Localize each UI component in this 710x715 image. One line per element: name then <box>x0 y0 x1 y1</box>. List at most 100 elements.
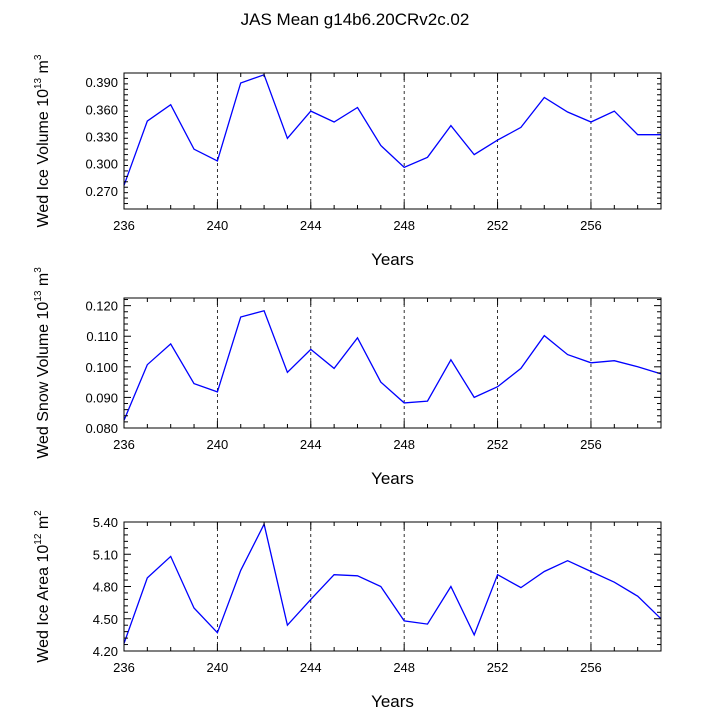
data-point <box>496 573 498 575</box>
y-tick-label: 0.390 <box>85 75 118 90</box>
data-point <box>146 363 148 365</box>
y-tick-label: 0.360 <box>85 102 118 117</box>
panel-ice-area: 236 240 244 248 252 256 4.20 4.50 4.80 5.10 5.40 Ye… <box>33 510 662 711</box>
x-tick-label: 252 <box>487 660 509 675</box>
data-point <box>193 382 195 384</box>
data-point <box>450 585 452 587</box>
data-point <box>240 569 242 571</box>
plot-frame <box>123 521 662 652</box>
x-axis-title: Years <box>371 692 414 710</box>
x-tick-label: 244 <box>300 437 322 452</box>
data-point <box>543 570 545 572</box>
y-tick-label: 0.090 <box>85 390 118 405</box>
data-point <box>520 586 522 588</box>
data-point <box>566 560 568 562</box>
data-point <box>216 160 218 162</box>
data-point <box>403 402 405 404</box>
y-axis-title: Wed Ice Area 1012 m2 <box>33 510 52 663</box>
data-point <box>286 624 288 626</box>
data-point <box>333 367 335 369</box>
y-tick-label: 0.270 <box>85 184 118 199</box>
data-point <box>310 110 312 112</box>
data-point <box>426 623 428 625</box>
data-point <box>613 581 615 583</box>
data-point <box>310 598 312 600</box>
panel-ice-volume: 236 240 244 248 252 256 0.270 0.300 0.330 0.360 0.… <box>33 54 662 269</box>
y-tick-label: 0.100 <box>85 360 118 375</box>
data-point <box>403 166 405 168</box>
x-tick-label: 236 <box>113 218 135 233</box>
y-tick-label: 5.10 <box>93 547 118 562</box>
y-tick-label: 4.50 <box>93 612 118 627</box>
data-series-line <box>123 310 662 421</box>
data-point <box>566 111 568 113</box>
data-series-line <box>123 73 661 186</box>
panel-snow-volume: 236 240 244 248 252 256 0.080 0.090 0.100 0.110 0.… <box>33 267 662 488</box>
data-point <box>333 121 335 123</box>
data-point <box>543 334 545 336</box>
data-point <box>169 343 171 345</box>
data-point <box>380 144 382 146</box>
data-point <box>543 96 545 98</box>
x-tick-label: 244 <box>300 218 322 233</box>
data-point <box>169 555 171 557</box>
x-tick-label: 252 <box>487 218 509 233</box>
y-tick-label: 0.300 <box>85 157 118 172</box>
data-point <box>496 139 498 141</box>
x-tick-label: 248 <box>393 660 415 675</box>
x-tick-label: 236 <box>113 437 135 452</box>
data-point <box>380 381 382 383</box>
data-point <box>356 106 358 108</box>
data-point <box>473 153 475 155</box>
data-point <box>193 607 195 609</box>
x-tick-label: 248 <box>393 218 415 233</box>
data-point <box>473 396 475 398</box>
data-point <box>333 573 335 575</box>
chart-title: JAS Mean g14b6.20CRv2c.02 <box>240 10 470 29</box>
data-point <box>590 121 592 123</box>
x-tick-label: 244 <box>300 660 322 675</box>
y-tick-label: 0.080 <box>85 421 118 436</box>
data-point <box>566 353 568 355</box>
data-point <box>216 632 218 634</box>
data-point <box>286 137 288 139</box>
data-point <box>590 570 592 572</box>
data-series-line <box>123 522 662 644</box>
data-point <box>450 124 452 126</box>
x-axis-title: Years <box>371 250 414 269</box>
y-tick-label: 4.80 <box>93 580 118 595</box>
y-axis-title: Wed Ice Volume 1013 m3 <box>33 54 52 227</box>
x-tick-label: 252 <box>487 437 509 452</box>
data-point <box>473 634 475 636</box>
data-point <box>613 360 615 362</box>
data-point <box>356 575 358 577</box>
data-point <box>146 120 148 122</box>
x-axis-title: Years <box>371 469 414 488</box>
data-point <box>450 359 452 361</box>
x-tick-label: 240 <box>207 437 229 452</box>
data-point <box>636 133 638 135</box>
x-tick-label: 256 <box>580 660 602 675</box>
x-tick-label: 256 <box>580 437 602 452</box>
data-point <box>426 400 428 402</box>
data-point <box>356 337 358 339</box>
data-point <box>636 595 638 597</box>
data-point <box>263 310 265 312</box>
y-tick-label: 0.330 <box>85 129 118 144</box>
y-axis-title: Wed Snow Volume 1013 m3 <box>33 267 52 459</box>
data-point <box>636 366 638 368</box>
data-point <box>590 362 592 364</box>
data-point <box>169 104 171 106</box>
y-tick-label: 5.40 <box>93 515 118 530</box>
x-tick-label: 256 <box>580 218 602 233</box>
data-point <box>613 110 615 112</box>
data-point <box>403 620 405 622</box>
data-point <box>380 585 382 587</box>
data-point <box>310 348 312 350</box>
plot-frame <box>123 297 662 429</box>
y-tick-label: 0.110 <box>86 329 118 344</box>
data-point <box>240 316 242 318</box>
data-point <box>240 82 242 84</box>
